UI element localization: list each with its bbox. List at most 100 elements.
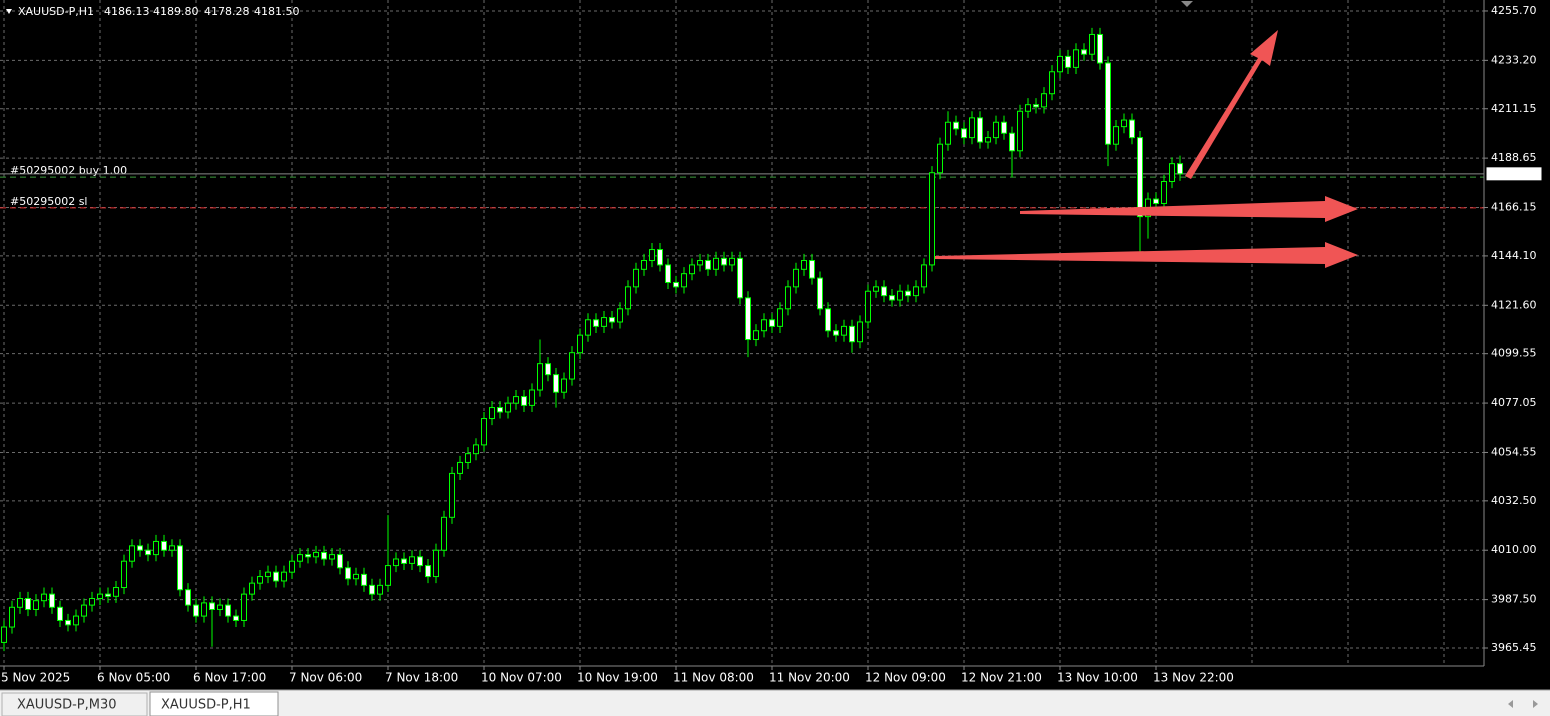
candle-body (929, 172, 935, 266)
candle-body (1009, 132, 1015, 152)
axes: 3965.45 3987.50 4010.00 4032.50 4054.55 4077.… (1, 4, 1543, 685)
candle-body (57, 606, 63, 621)
candle-body (153, 540, 159, 556)
candle-body (705, 260, 711, 270)
x-tick-label: 10 Nov 07:00 (481, 671, 562, 685)
candle-body (729, 257, 735, 266)
candle-body (145, 549, 151, 556)
x-tick-label: 13 Nov 22:00 (1153, 671, 1234, 685)
y-tick-label: 3987.50 (1491, 593, 1537, 606)
candle-body (665, 264, 671, 283)
x-tick-label: 5 Nov 2025 (1, 671, 70, 685)
arrow-right (1020, 196, 1358, 222)
candle-body (385, 565, 391, 586)
candle-body (1113, 126, 1119, 145)
candle-body (865, 290, 871, 323)
candle-body (681, 273, 687, 288)
candle-body (825, 308, 831, 332)
candle-body (305, 554, 311, 558)
y-tick-label: 4144.10 (1491, 249, 1537, 262)
x-tick-label: 10 Nov 19:00 (577, 671, 658, 685)
candle-body (1001, 121, 1007, 134)
candle-body (633, 268, 639, 288)
scroll-right[interactable] (1533, 700, 1538, 708)
candle-body (553, 374, 559, 393)
candle-body (233, 615, 239, 621)
candle-body (657, 249, 663, 266)
candle-body (873, 286, 879, 292)
candle-body (857, 321, 863, 343)
candle-body (969, 117, 975, 139)
chart-title: XAUUSD-P,H1 (18, 5, 94, 18)
candle-body (921, 264, 927, 288)
candle-body (881, 286, 887, 297)
y-tick-label: 4121.60 (1491, 298, 1537, 311)
candle-body (369, 584, 375, 595)
candle-body (905, 290, 911, 297)
header-close: 4181.50 (254, 5, 300, 18)
tab[interactable] (1, 692, 148, 716)
bid-box (1485, 166, 1543, 182)
x-tick-label: 11 Nov 08:00 (673, 671, 754, 685)
candle-body (1169, 163, 1175, 183)
candle-body (1, 626, 7, 643)
candle-body (329, 554, 335, 560)
candle-body (721, 257, 727, 266)
candle-body (169, 545, 175, 551)
candle-body (473, 444, 479, 455)
candle-body (177, 545, 183, 591)
candle-body (561, 378, 567, 393)
y-tick-label: 4054.55 (1491, 445, 1537, 458)
y-tick-label: 3965.45 (1491, 641, 1537, 654)
candle-body (41, 593, 47, 602)
tab-active[interactable] (149, 691, 279, 716)
menu-triangle[interactable] (6, 9, 12, 14)
y-tick-label: 4166.15 (1491, 201, 1537, 214)
candle-body (617, 308, 623, 323)
candle-body (545, 363, 551, 376)
candle-body (1089, 33, 1095, 55)
candle-body (161, 540, 167, 551)
candle-body (713, 257, 719, 270)
candles (1, 27, 1183, 652)
candle-body (569, 352, 575, 380)
candle-body (433, 549, 439, 578)
candle-body (337, 554, 343, 569)
candle-body (953, 121, 959, 130)
candle-body (417, 556, 423, 567)
candle-body (393, 558, 399, 567)
candle-body (937, 143, 943, 174)
candle-body (817, 277, 823, 310)
candle-body (673, 281, 679, 288)
candle-body (129, 545, 135, 562)
scroll-left[interactable] (1508, 700, 1513, 708)
candle-body (609, 317, 615, 323)
candle-body (961, 128, 967, 139)
candle-body (1105, 62, 1111, 145)
shift-marker (1181, 1, 1193, 7)
candle-body (889, 295, 895, 301)
candle-body (641, 260, 647, 270)
candle-body (737, 257, 743, 299)
candle-body (201, 602, 207, 617)
arrow-right (935, 242, 1358, 268)
tab-label[interactable]: XAUUSD-P,H1 (161, 698, 251, 713)
x-tick-label: 6 Nov 05:00 (97, 671, 170, 685)
candle-body (321, 551, 327, 560)
candle-body (17, 598, 23, 608)
candle-body (793, 268, 799, 288)
candle-body (593, 319, 599, 327)
candle-body (297, 554, 303, 562)
candle-body (585, 319, 591, 336)
candle-body (105, 593, 111, 597)
x-tick-label: 12 Nov 09:00 (865, 671, 946, 685)
candle-body (777, 308, 783, 327)
tab-label[interactable]: XAUUSD-P,M30 (17, 698, 117, 713)
candle-body (1025, 104, 1031, 112)
candle-body (897, 290, 903, 301)
x-tick-label: 7 Nov 06:00 (289, 671, 362, 685)
x-tick-label: 13 Nov 10:00 (1057, 671, 1138, 685)
header-open: 4186.13 (104, 5, 150, 18)
